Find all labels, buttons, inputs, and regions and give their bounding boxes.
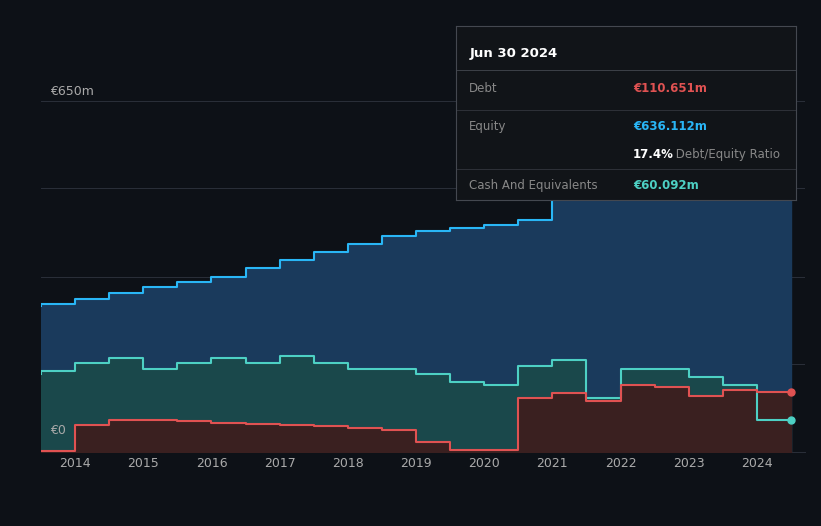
Text: Debt: Debt	[470, 82, 498, 95]
Text: Jun 30 2024: Jun 30 2024	[470, 47, 557, 60]
Text: €0: €0	[50, 424, 66, 437]
Text: €60.092m: €60.092m	[633, 179, 699, 192]
Text: 17.4%: 17.4%	[633, 148, 674, 161]
Text: €636.112m: €636.112m	[633, 120, 707, 133]
Text: Equity: Equity	[470, 120, 507, 133]
Text: Cash And Equivalents: Cash And Equivalents	[470, 179, 598, 192]
Text: Debt/Equity Ratio: Debt/Equity Ratio	[672, 148, 780, 161]
Text: €650m: €650m	[50, 85, 94, 98]
Text: €110.651m: €110.651m	[633, 82, 707, 95]
